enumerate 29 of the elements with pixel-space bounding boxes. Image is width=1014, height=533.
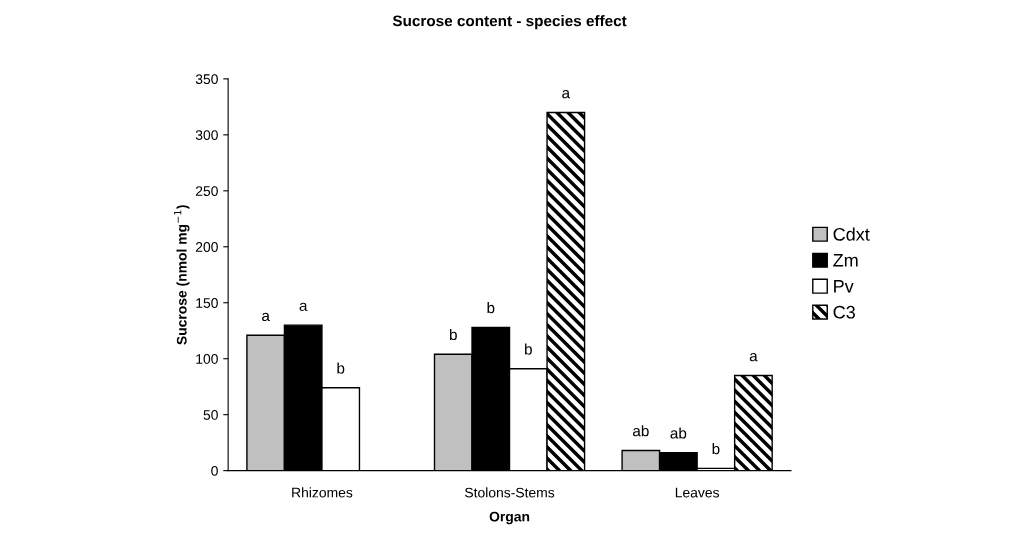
legend-label: C3 [833, 305, 855, 319]
y-axis-title: Sucrose (nmol mg$^{−1}$) [174, 205, 190, 345]
data-label: b [337, 362, 345, 374]
data-label: ab [633, 425, 649, 437]
data-label: ab [670, 427, 687, 439]
data-label: b [450, 328, 457, 341]
data-label: b [712, 443, 720, 455]
y-tick-label: 200 [195, 242, 218, 252]
legend-label: Cdxt [833, 227, 870, 241]
x-tick-label: Stolons-Stems [465, 487, 555, 498]
y-tick-label: 50 [203, 410, 218, 420]
data-label: a [299, 302, 308, 311]
chart-title: Sucrose content - species effect [392, 15, 627, 30]
x-tick-label: Rhizomes [292, 487, 353, 498]
x-tick-label: Leaves [675, 487, 720, 498]
data-label: a [562, 89, 571, 99]
y-tick-label: 0 [211, 465, 218, 476]
y-tick-label: 150 [196, 298, 218, 308]
y-tick-label: 350 [195, 74, 218, 85]
legend-label: Zm [833, 254, 858, 267]
y-tick-label: 250 [195, 186, 218, 196]
legend-label: Pv [834, 280, 854, 293]
data-label: a [749, 353, 758, 362]
y-tick-label: 300 [195, 130, 218, 141]
x-axis-title: Organ [489, 511, 530, 525]
data-label: b [487, 302, 495, 314]
data-label: b [525, 343, 532, 355]
y-tick-label: 100 [196, 354, 218, 364]
data-label: a [262, 312, 270, 322]
